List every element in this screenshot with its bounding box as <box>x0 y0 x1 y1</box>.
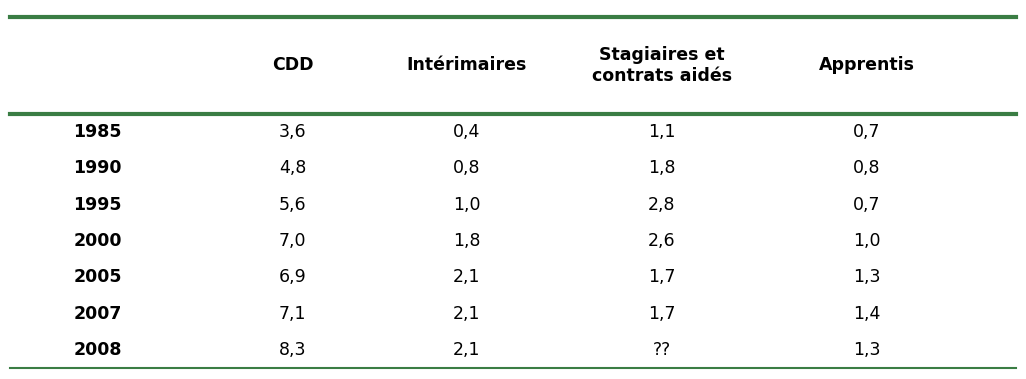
Text: 5,6: 5,6 <box>279 196 306 214</box>
Text: 1,3: 1,3 <box>854 268 880 287</box>
Text: 1,3: 1,3 <box>854 341 880 359</box>
Text: 1,0: 1,0 <box>453 196 480 214</box>
Text: 3,6: 3,6 <box>279 123 306 141</box>
Text: 2007: 2007 <box>73 305 122 323</box>
Text: 2000: 2000 <box>73 232 122 250</box>
Text: 0,4: 0,4 <box>453 123 480 141</box>
Text: Intérimaires: Intérimaires <box>406 56 527 74</box>
Text: 1,0: 1,0 <box>854 232 880 250</box>
Text: 1985: 1985 <box>73 123 122 141</box>
Text: 1,7: 1,7 <box>648 268 675 287</box>
Text: 1,4: 1,4 <box>854 305 880 323</box>
Text: CDD: CDD <box>272 56 313 74</box>
Text: ??: ?? <box>653 341 671 359</box>
Text: 2008: 2008 <box>73 341 122 359</box>
Text: 1,7: 1,7 <box>648 305 675 323</box>
Text: 2,1: 2,1 <box>453 341 480 359</box>
Text: 1995: 1995 <box>73 196 122 214</box>
Text: 2,8: 2,8 <box>648 196 675 214</box>
Text: 8,3: 8,3 <box>279 341 306 359</box>
Text: 0,8: 0,8 <box>854 159 880 177</box>
Text: 1,8: 1,8 <box>648 159 675 177</box>
Text: 4,8: 4,8 <box>279 159 306 177</box>
Text: 0,8: 0,8 <box>453 159 480 177</box>
Text: 7,1: 7,1 <box>279 305 306 323</box>
Text: 2005: 2005 <box>73 268 122 287</box>
Text: 6,9: 6,9 <box>278 268 307 287</box>
Text: 2,1: 2,1 <box>453 268 480 287</box>
Text: Apprentis: Apprentis <box>819 56 915 74</box>
Text: Stagiaires et
contrats aidés: Stagiaires et contrats aidés <box>592 46 732 85</box>
Text: 1,8: 1,8 <box>453 232 480 250</box>
Text: 2,6: 2,6 <box>648 232 675 250</box>
Text: 1990: 1990 <box>73 159 122 177</box>
Text: 7,0: 7,0 <box>279 232 306 250</box>
Text: 0,7: 0,7 <box>854 123 880 141</box>
Text: 1,1: 1,1 <box>648 123 675 141</box>
Text: 0,7: 0,7 <box>854 196 880 214</box>
Text: 2,1: 2,1 <box>453 305 480 323</box>
